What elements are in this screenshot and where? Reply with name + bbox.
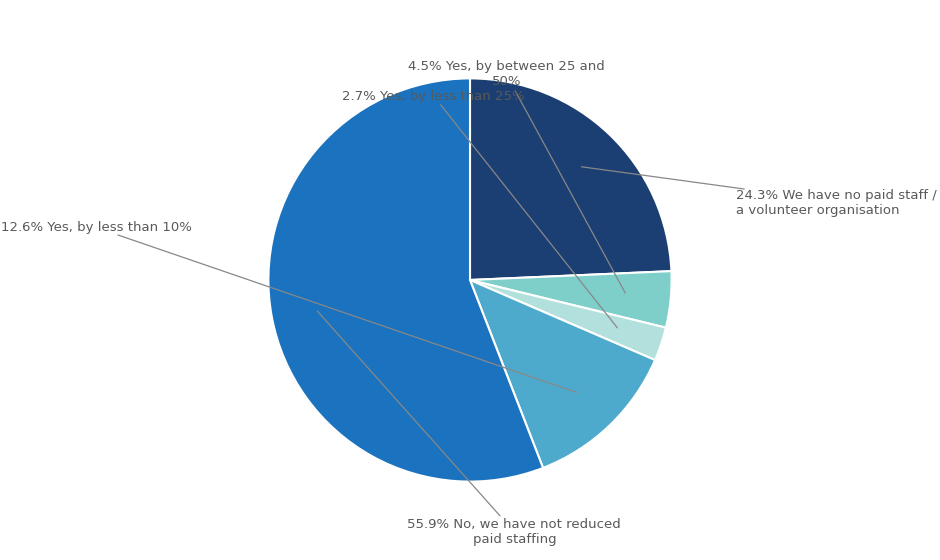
Wedge shape [470,280,655,468]
Wedge shape [269,78,543,482]
Text: 55.9% No, we have not reduced
paid staffing: 55.9% No, we have not reduced paid staff… [318,311,621,546]
Text: 24.3% We have no paid staff / are
a volunteer organisation: 24.3% We have no paid staff / are a volu… [582,167,940,217]
Wedge shape [470,271,671,328]
Text: 4.5% Yes, by between 25 and
50%: 4.5% Yes, by between 25 and 50% [408,60,625,293]
Text: 2.7% Yes, by less than 25%: 2.7% Yes, by less than 25% [342,90,618,328]
Wedge shape [470,78,671,280]
Text: 12.6% Yes, by less than 10%: 12.6% Yes, by less than 10% [1,221,576,393]
Wedge shape [470,280,666,360]
